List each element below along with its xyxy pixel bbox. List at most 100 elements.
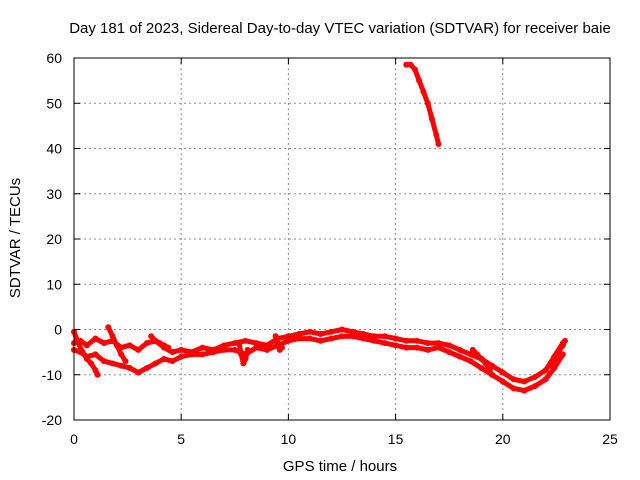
data-point	[109, 333, 116, 340]
data-point	[317, 337, 324, 344]
data-point	[178, 353, 185, 360]
data-point	[456, 346, 463, 353]
data-point	[424, 346, 431, 353]
series-spike-2h	[105, 324, 129, 365]
data-point	[240, 360, 247, 367]
series-main-band-lower	[71, 333, 566, 394]
data-point	[510, 385, 517, 392]
data-point	[278, 344, 285, 351]
data-point	[510, 376, 517, 383]
data-point	[126, 364, 133, 371]
data-point	[199, 344, 206, 351]
data-point	[231, 346, 238, 353]
data-point	[381, 333, 388, 340]
data-point	[152, 360, 159, 367]
data-point	[83, 355, 90, 362]
data-point	[79, 349, 86, 356]
data-point	[306, 335, 313, 342]
data-point	[531, 374, 538, 381]
data-point	[122, 358, 129, 365]
data-point	[392, 342, 399, 349]
data-point	[188, 351, 195, 358]
data-point	[561, 337, 568, 344]
data-point	[467, 358, 474, 365]
data-point	[231, 340, 238, 347]
data-point	[360, 335, 367, 342]
data-point	[169, 349, 176, 356]
data-point	[360, 331, 367, 338]
data-point	[371, 333, 378, 340]
data-point	[371, 337, 378, 344]
data-point	[135, 346, 142, 353]
data-point	[414, 344, 421, 351]
series-spike-9-5h	[272, 333, 285, 353]
data-point	[424, 100, 431, 107]
data-point	[161, 355, 168, 362]
data-point	[94, 371, 101, 378]
data-point	[143, 340, 150, 347]
series-spike-8h	[236, 340, 251, 367]
data-point	[489, 371, 496, 378]
data-point	[546, 362, 553, 369]
data-point	[446, 349, 453, 356]
data-point	[274, 340, 281, 347]
ticks: 0 5 10 15 20 25 -20 -10 0 10 20 30 40 50 60	[42, 50, 618, 447]
data-point	[221, 342, 228, 349]
data-point	[126, 342, 133, 349]
data-point	[531, 383, 538, 390]
data-point	[349, 328, 356, 335]
data-point	[92, 351, 99, 358]
data-point	[542, 367, 549, 374]
data-point	[238, 351, 245, 358]
data-point	[296, 335, 303, 342]
data-point	[555, 349, 562, 356]
data-point	[244, 346, 251, 353]
data-point	[242, 337, 249, 344]
data-point	[306, 328, 313, 335]
x-tick-label: 10	[281, 431, 297, 447]
data-point	[148, 333, 155, 340]
data-point	[317, 331, 324, 338]
data-point	[403, 61, 410, 68]
data-point	[253, 344, 260, 351]
series-layer	[71, 61, 568, 394]
data-point	[433, 131, 440, 138]
grid	[74, 58, 610, 420]
data-point	[285, 337, 292, 344]
data-point	[109, 360, 116, 367]
data-point	[83, 342, 90, 349]
y-tick-label: 50	[46, 95, 62, 111]
data-point	[499, 369, 506, 376]
y-tick-label: 60	[46, 50, 62, 66]
data-point	[75, 340, 82, 347]
data-point	[469, 346, 476, 353]
chart-title: Day 181 of 2023, Sidereal Day-to-day VTE…	[69, 20, 611, 37]
data-point	[339, 333, 345, 340]
data-point	[521, 387, 528, 394]
data-point	[236, 340, 243, 347]
x-tick-label: 20	[495, 431, 511, 447]
series-high-arc	[403, 61, 442, 147]
data-point	[474, 351, 481, 358]
series-main-band-upper	[71, 326, 566, 385]
data-point	[199, 351, 206, 358]
data-point	[435, 340, 442, 347]
data-point	[169, 358, 176, 365]
data-point	[420, 88, 427, 95]
data-point	[403, 344, 410, 351]
series-tail-22-9h	[546, 337, 568, 369]
data-point	[542, 376, 549, 383]
data-point	[113, 342, 120, 349]
data-point	[411, 66, 418, 73]
x-axis-label: GPS time / hours	[283, 458, 397, 475]
data-point	[296, 331, 303, 338]
x-tick-label: 15	[388, 431, 404, 447]
data-point	[478, 364, 485, 371]
data-point	[105, 324, 112, 331]
data-point	[118, 351, 125, 358]
data-point	[253, 340, 260, 347]
data-point	[482, 360, 489, 367]
data-point	[143, 364, 150, 371]
series-spike-4h	[148, 333, 172, 351]
y-tick-label: -10	[42, 367, 62, 383]
